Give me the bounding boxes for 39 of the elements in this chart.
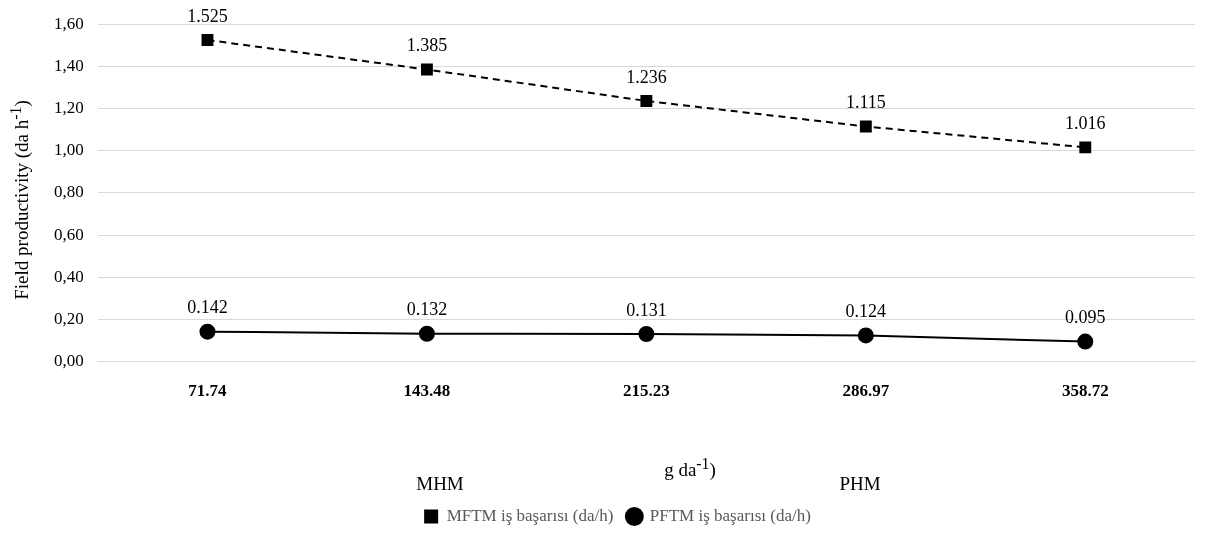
- y-tick-label: 0,20: [54, 308, 84, 328]
- legend-label: MFTM iş başarısı (da/h): [446, 505, 614, 525]
- point: [638, 325, 655, 342]
- y-tick-label: 1,40: [54, 55, 84, 75]
- data-label: 0.095: [1065, 307, 1106, 328]
- point: [1079, 141, 1092, 154]
- data-label: 1.525: [187, 5, 228, 26]
- x-tick-label: 71.74: [188, 381, 228, 401]
- data-label: 1.385: [406, 35, 448, 56]
- x-tick-label: 143.48: [403, 381, 451, 401]
- point: [640, 95, 653, 107]
- data-label: 0.132: [406, 299, 448, 320]
- y-tick-label: 0,80: [54, 182, 84, 202]
- text: g da$^{-1}$): [664, 455, 716, 482]
- y-tick-label: 0,00: [54, 351, 84, 371]
- y-tick-label: 1,20: [54, 98, 84, 118]
- point: [1077, 333, 1094, 350]
- x-tick-label: 358.72: [1061, 381, 1109, 401]
- point: [420, 63, 433, 76]
- data-label: 1.016: [1065, 113, 1106, 134]
- x-tick-label: 215.23: [623, 381, 670, 401]
- point: [201, 34, 214, 46]
- data-label: 0.124: [845, 301, 887, 322]
- point: [199, 323, 216, 340]
- y-tick-label: 0,40: [54, 266, 84, 286]
- data-label: 1.236: [626, 66, 667, 87]
- text: PHM: [839, 473, 881, 495]
- x-tick-label: 286.97: [842, 381, 890, 401]
- data-label: 0.142: [187, 297, 228, 318]
- y-tick-label: 1,60: [54, 13, 84, 33]
- y-tick-label: 1,00: [54, 140, 84, 160]
- point: [859, 120, 872, 133]
- text: MHM: [416, 473, 464, 495]
- data-label: 1.115: [845, 92, 886, 113]
- legend-label: PFTM iş başarısı (da/h): [649, 505, 811, 525]
- data-label: 0.131: [626, 299, 667, 320]
- point: [418, 325, 435, 342]
- point: [857, 327, 874, 344]
- y-tick-label: 0,60: [54, 224, 84, 244]
